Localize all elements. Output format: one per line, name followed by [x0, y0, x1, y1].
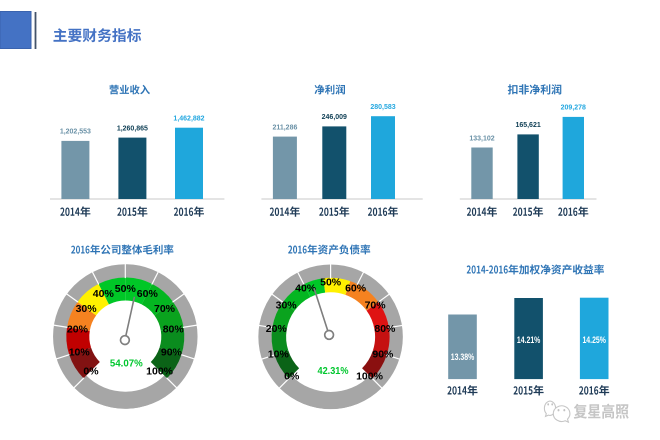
- svg-text:1,260,865: 1,260,865: [117, 125, 148, 132]
- svg-text:14.25%: 14.25%: [582, 335, 606, 345]
- svg-text:10%: 10%: [268, 349, 290, 361]
- svg-text:80%: 80%: [163, 324, 185, 336]
- svg-text:20%: 20%: [266, 323, 288, 335]
- svg-text:50%: 50%: [320, 277, 342, 289]
- svg-text:30%: 30%: [76, 303, 98, 315]
- svg-text:40%: 40%: [295, 283, 317, 295]
- svg-text:0%: 0%: [284, 371, 300, 383]
- svg-text:1,462,882: 1,462,882: [173, 116, 204, 123]
- svg-text:0%: 0%: [83, 366, 99, 378]
- svg-text:60%: 60%: [345, 283, 367, 295]
- svg-text:30%: 30%: [276, 299, 298, 311]
- svg-text:100%: 100%: [356, 371, 384, 383]
- svg-text:100%: 100%: [146, 366, 174, 378]
- svg-text:80%: 80%: [374, 323, 396, 335]
- svg-text:13.38%: 13.38%: [451, 352, 475, 362]
- svg-text:60%: 60%: [137, 288, 159, 300]
- svg-text:165,621: 165,621: [515, 122, 540, 129]
- svg-text:90%: 90%: [161, 346, 183, 358]
- svg-text:50%: 50%: [115, 283, 137, 295]
- svg-text:280,583: 280,583: [370, 104, 395, 111]
- svg-text:40%: 40%: [93, 288, 115, 300]
- svg-text:90%: 90%: [372, 349, 394, 361]
- svg-text:209,278: 209,278: [561, 105, 586, 112]
- svg-text:14.21%: 14.21%: [517, 335, 541, 345]
- svg-text:1,202,553: 1,202,553: [60, 129, 91, 136]
- svg-text:10%: 10%: [69, 346, 91, 358]
- svg-text:54.07%: 54.07%: [110, 359, 143, 370]
- svg-text:70%: 70%: [365, 299, 387, 311]
- svg-text:20%: 20%: [67, 324, 89, 336]
- svg-text:211,286: 211,286: [272, 124, 297, 131]
- svg-text:246,009: 246,009: [322, 114, 347, 121]
- svg-text:42.31%: 42.31%: [318, 366, 349, 377]
- svg-text:133,102: 133,102: [469, 135, 494, 142]
- svg-text:70%: 70%: [154, 303, 176, 315]
